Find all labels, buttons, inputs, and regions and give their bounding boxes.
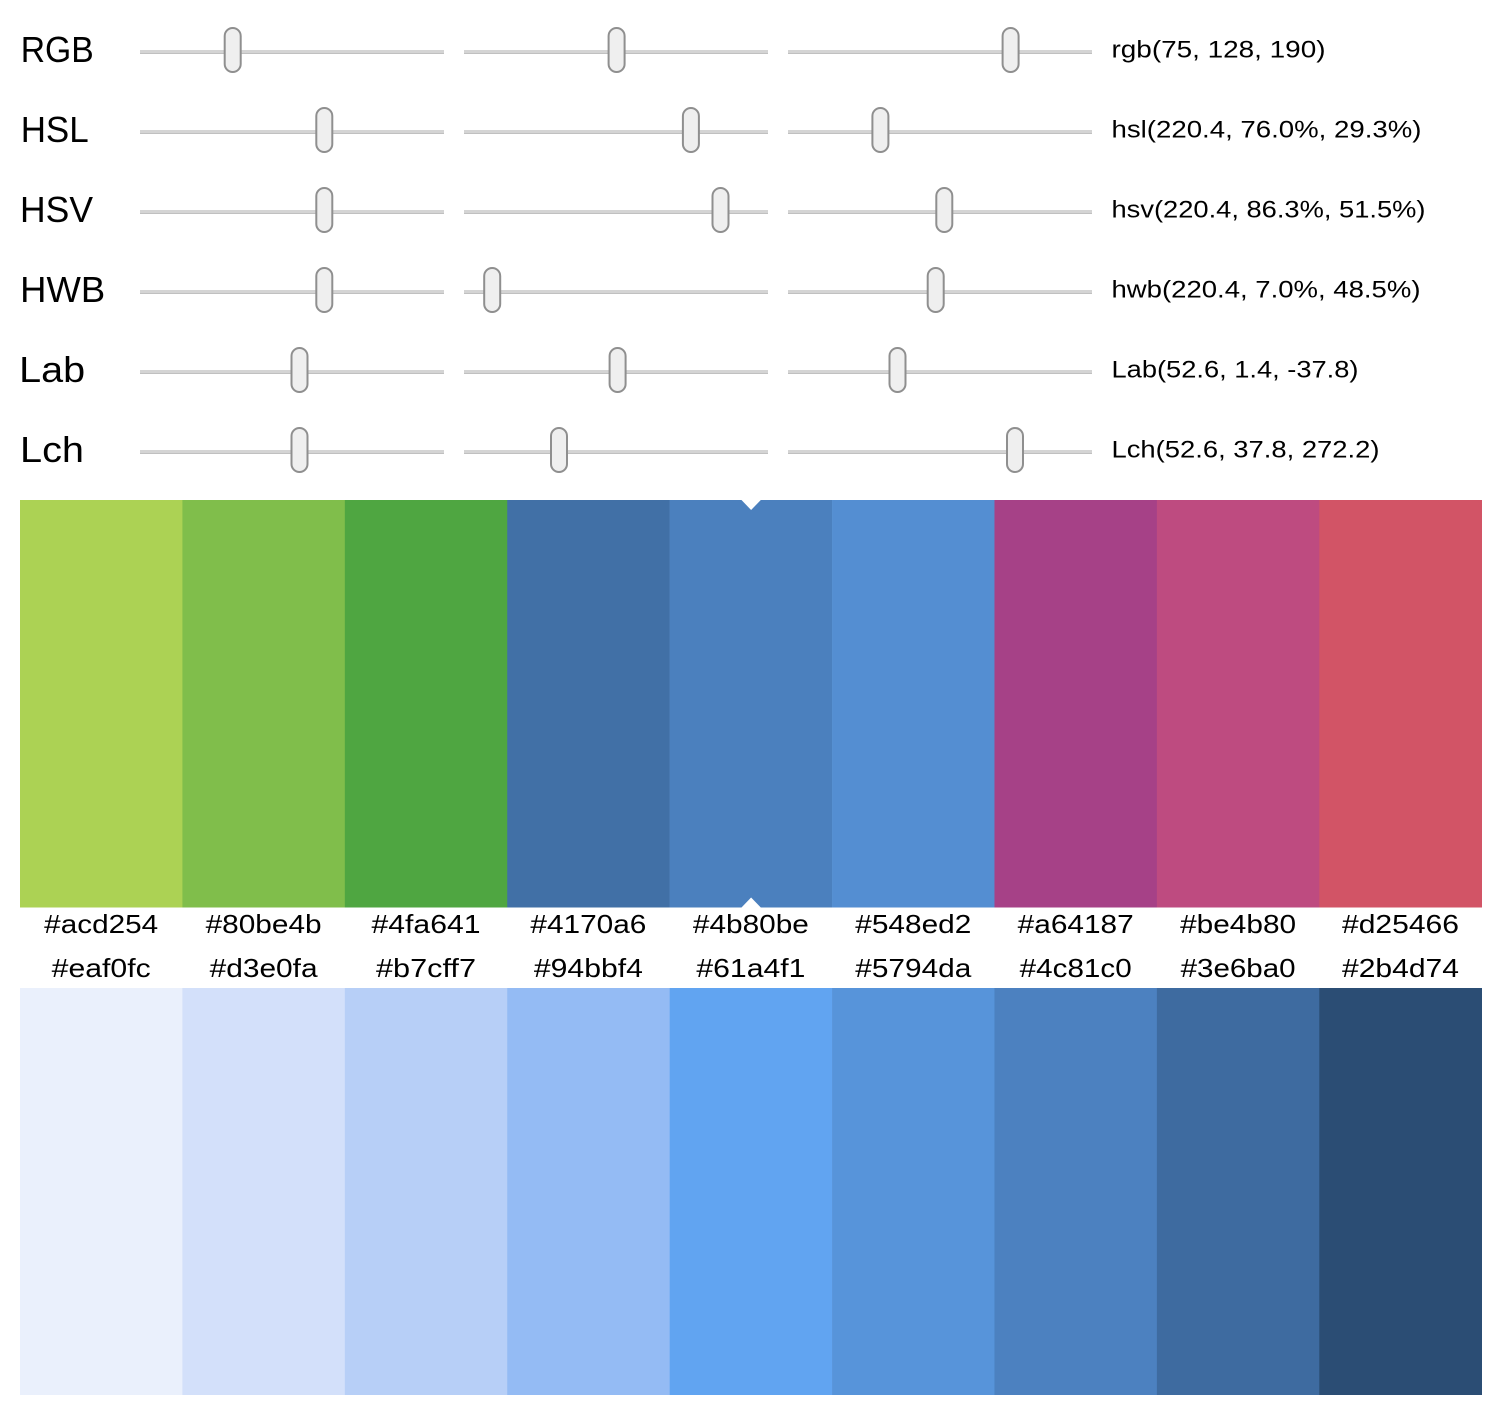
svg-text:hsl(220.4, 76.0%, 29.3%): hsl(220.4, 76.0%, 29.3%) [1112, 117, 1422, 144]
svg-text:#d25466: #d25466 [1342, 909, 1459, 939]
svg-text:#b7cff7: #b7cff7 [376, 953, 476, 983]
svg-text:#a64187: #a64187 [1018, 909, 1134, 939]
svg-text:#eaf0fc: #eaf0fc [52, 953, 151, 983]
svg-text:#4fa641: #4fa641 [372, 909, 481, 939]
svg-text:rgb(75, 128, 190): rgb(75, 128, 190) [1112, 37, 1326, 64]
svg-text:#3e6ba0: #3e6ba0 [1181, 953, 1296, 983]
svg-text:Lab(52.6, 1.4, -37.8): Lab(52.6, 1.4, -37.8) [1112, 357, 1359, 384]
svg-text:Lab: Lab [19, 349, 85, 390]
svg-text:Lch(52.6, 37.8, 272.2): Lch(52.6, 37.8, 272.2) [1112, 437, 1380, 464]
svg-text:Lch: Lch [20, 429, 84, 470]
svg-text:hsv(220.4, 86.3%, 51.5%): hsv(220.4, 86.3%, 51.5%) [1112, 197, 1426, 224]
svg-text:RGB: RGB [21, 29, 94, 70]
svg-text:#61a4f1: #61a4f1 [696, 953, 805, 983]
svg-text:#d3e0fa: #d3e0fa [210, 953, 319, 983]
svg-text:#acd254: #acd254 [44, 909, 158, 939]
svg-text:#548ed2: #548ed2 [855, 909, 971, 939]
svg-text:#be4b80: #be4b80 [1180, 909, 1296, 939]
svg-text:hwb(220.4, 7.0%, 48.5%): hwb(220.4, 7.0%, 48.5%) [1112, 277, 1421, 304]
svg-text:#2b4d74: #2b4d74 [1342, 953, 1459, 983]
svg-text:#80be4b: #80be4b [206, 909, 322, 939]
svg-text:HWB: HWB [20, 269, 105, 310]
svg-text:#4b80be: #4b80be [693, 909, 809, 939]
svg-text:#4170a6: #4170a6 [530, 909, 646, 939]
svg-text:#94bbf4: #94bbf4 [534, 953, 643, 983]
svg-text:HSV: HSV [20, 189, 93, 230]
svg-text:#4c81c0: #4c81c0 [1020, 953, 1132, 983]
svg-text:HSL: HSL [21, 109, 89, 150]
svg-text:#5794da: #5794da [855, 953, 972, 983]
